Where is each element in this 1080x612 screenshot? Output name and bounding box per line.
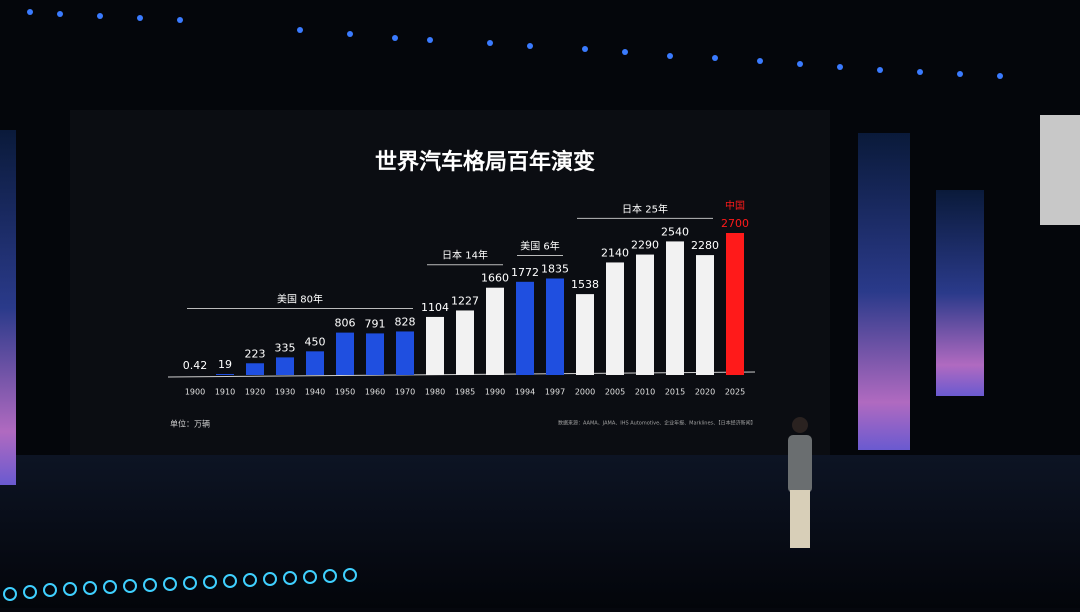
bar <box>456 310 474 375</box>
bar <box>276 357 294 375</box>
chart-title: 世界汽车格局百年演变 <box>375 149 595 175</box>
bar <box>666 241 684 375</box>
value-label: 1104 <box>421 301 449 314</box>
group-label: 日本 25年 <box>622 202 668 215</box>
bar <box>246 363 264 375</box>
x-tick-label: 2025 <box>725 388 745 397</box>
value-label: 223 <box>245 347 266 360</box>
bar <box>306 351 324 375</box>
x-tick-label: 1985 <box>455 388 475 397</box>
group-label: 中国 <box>725 199 745 212</box>
x-tick-label: 1994 <box>515 388 535 397</box>
group-label: 美国 6年 <box>520 239 560 252</box>
x-tick-label: 2010 <box>635 388 655 397</box>
bar <box>726 233 744 375</box>
x-tick-label: 2020 <box>695 388 715 397</box>
x-tick-label: 1930 <box>275 388 295 397</box>
bar <box>396 331 414 375</box>
x-tick-label: 2015 <box>665 388 685 397</box>
value-label: 1538 <box>571 278 599 291</box>
presenter <box>788 417 812 548</box>
unit-note: 单位：万辆 <box>170 419 210 429</box>
group-label: 日本 14年 <box>442 249 488 262</box>
x-tick-label: 2005 <box>605 388 625 397</box>
value-label: 2290 <box>631 239 659 252</box>
value-label: 828 <box>395 315 416 328</box>
side-panel <box>858 133 910 450</box>
side-panel <box>936 190 984 396</box>
value-label: 2540 <box>661 225 689 238</box>
value-label: 335 <box>275 341 296 354</box>
x-tick-label: 1960 <box>365 388 385 397</box>
x-tick-label: 1997 <box>545 388 565 397</box>
bar <box>336 333 354 375</box>
value-label: 2140 <box>601 246 629 259</box>
bar <box>516 282 534 375</box>
doorway <box>1040 115 1080 225</box>
value-label: 2280 <box>691 239 719 252</box>
bar <box>486 288 504 375</box>
value-label: 2700 <box>721 217 749 230</box>
value-label: 1835 <box>541 262 569 275</box>
bar <box>606 262 624 375</box>
value-label: 19 <box>218 358 232 371</box>
bar <box>696 255 714 375</box>
group-label: 美国 80年 <box>277 292 323 305</box>
x-tick-label: 1950 <box>335 388 355 397</box>
value-label: 0.42 <box>183 359 208 372</box>
value-label: 1772 <box>511 266 539 279</box>
value-label: 806 <box>335 317 356 330</box>
x-tick-label: 1990 <box>485 388 505 397</box>
x-tick-label: 1940 <box>305 388 325 397</box>
x-tick-label: 1910 <box>215 388 235 397</box>
value-label: 450 <box>305 335 326 348</box>
bar <box>576 294 594 375</box>
x-tick-label: 1900 <box>185 388 205 397</box>
bar <box>216 374 234 375</box>
side-panel <box>0 130 16 485</box>
bar <box>546 278 564 375</box>
stage-floor <box>0 455 1080 608</box>
value-label: 791 <box>365 317 386 330</box>
x-tick-label: 1970 <box>395 388 415 397</box>
x-tick-label: 1980 <box>425 388 445 397</box>
bar <box>366 333 384 375</box>
x-tick-label: 1920 <box>245 388 265 397</box>
value-label: 1660 <box>481 272 509 285</box>
value-label: 1227 <box>451 294 479 307</box>
bar <box>426 317 444 375</box>
bar <box>636 255 654 375</box>
x-tick-label: 2000 <box>575 388 595 397</box>
source-note: 数据来源：AAMA、JAMA、IHS Automotive、企业年报、Markl… <box>558 420 756 427</box>
